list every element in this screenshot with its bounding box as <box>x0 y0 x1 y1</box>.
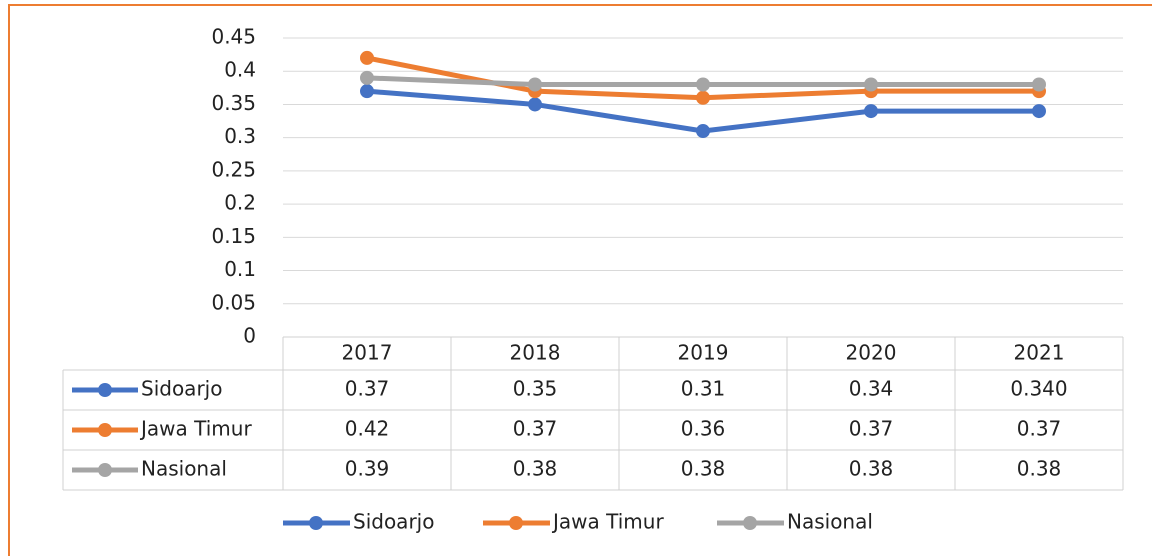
table-cell: 0.35 <box>513 377 558 401</box>
table-row-label: Sidoarjo <box>141 377 222 401</box>
legend-label: Sidoarjo <box>353 510 434 534</box>
table-cell: 0.36 <box>681 417 726 441</box>
series-marker <box>696 90 710 105</box>
table-cell: 0.34 <box>849 377 894 401</box>
x-tick-label: 2020 <box>846 341 897 365</box>
table-cell: 0.37 <box>849 417 894 441</box>
series-marker <box>696 124 710 139</box>
series-marker <box>528 97 542 112</box>
table-cell: 0.38 <box>681 457 726 481</box>
table-cell: 0.42 <box>345 417 390 441</box>
y-tick-label: 0.25 <box>211 157 256 181</box>
table-row-label: Jawa Timur <box>139 417 252 441</box>
table-cell: 0.37 <box>1017 417 1062 441</box>
x-tick-label: 2021 <box>1014 341 1065 365</box>
table-cell: 0.37 <box>345 377 390 401</box>
legend-key <box>743 516 757 530</box>
x-tick-label: 2018 <box>510 341 561 365</box>
table-cell: 0.340 <box>1010 377 1067 401</box>
table-cell: 0.38 <box>1017 457 1062 481</box>
table-legend-key <box>98 383 112 397</box>
series-marker <box>1032 77 1046 92</box>
series-marker <box>864 104 878 119</box>
legend-key <box>309 516 323 530</box>
x-tick-label: 2019 <box>678 341 729 365</box>
series-marker <box>1032 104 1046 119</box>
series-marker <box>528 77 542 92</box>
series-marker <box>696 77 710 92</box>
table-cell: 0.38 <box>513 457 558 481</box>
series-marker <box>864 77 878 92</box>
legend-label: Jawa Timur <box>551 510 664 534</box>
y-tick-label: 0.45 <box>211 25 256 49</box>
table-legend-key <box>98 463 112 477</box>
y-tick-label: 0.05 <box>211 290 256 314</box>
y-tick-label: 0.3 <box>224 124 256 148</box>
y-tick-label: 0.2 <box>224 191 256 215</box>
table-cell: 0.38 <box>849 457 894 481</box>
y-tick-label: 0 <box>243 324 256 348</box>
table-legend-key <box>98 423 112 437</box>
x-tick-label: 2017 <box>342 341 393 365</box>
table-row-label: Nasional <box>141 457 227 481</box>
y-tick-label: 0.1 <box>224 257 256 281</box>
legend-key <box>509 516 523 530</box>
series-marker <box>360 70 374 85</box>
y-tick-label: 0.4 <box>224 58 256 82</box>
legend-label: Nasional <box>787 510 873 534</box>
series-marker <box>360 50 374 65</box>
y-tick-label: 0.15 <box>211 224 256 248</box>
table-cell: 0.39 <box>345 457 390 481</box>
table-cell: 0.37 <box>513 417 558 441</box>
table-cell: 0.31 <box>681 377 726 401</box>
y-tick-label: 0.35 <box>211 91 256 115</box>
series-marker <box>360 84 374 99</box>
